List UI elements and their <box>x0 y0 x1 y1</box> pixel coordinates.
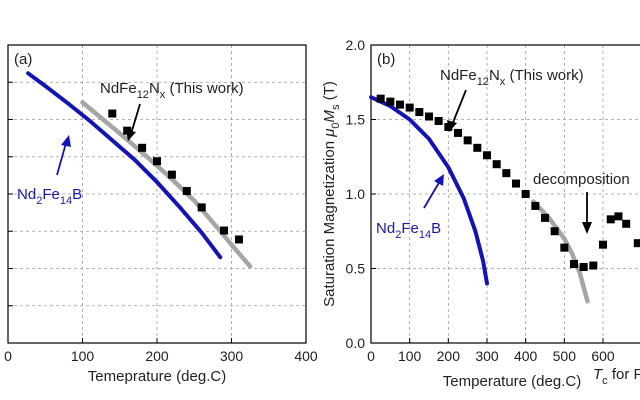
data-point-ndfe12nx-this-work <box>434 116 443 125</box>
panel-label-a: (a) <box>14 51 32 68</box>
x-tick-label: 200 <box>145 348 169 364</box>
data-point-ndfe12nx-this-work <box>405 103 414 112</box>
data-point-ndfe12nx-this-work <box>512 179 520 188</box>
data-point-ndfe12nx-this-work <box>502 169 511 178</box>
nd-arrow-a <box>56 135 71 176</box>
data-point-ndfe12nx-this-work <box>108 109 117 118</box>
x-tick-label: 0 <box>367 348 375 364</box>
x-tick-label: 100 <box>71 348 95 364</box>
x-tick-label: 100 <box>398 348 422 364</box>
data-point-ndfe12nx-this-work <box>153 157 161 166</box>
tc-label: Tc for F <box>593 366 640 387</box>
ticks-a: 0 100 200 300 400 <box>4 44 318 364</box>
ndfe-arrow-b <box>447 89 467 132</box>
panel-b: 0 100 200 300 400 500 600 0.0 0.5 1.0 1.5 2.0 (b) N… <box>321 37 640 390</box>
data-point-ndfe12nx-this-work <box>454 128 462 137</box>
data-point-ndfe12nx-this-work <box>492 160 501 169</box>
x-tick-label: 200 <box>437 348 461 364</box>
grid-b <box>371 45 640 343</box>
ndfe-arrow-a <box>126 103 141 141</box>
y-tick-label: 0.0 <box>346 335 366 351</box>
nd-label-a: Nd2Fe14B <box>17 186 82 207</box>
ndfe-label-a: NdFe12Nx (This work) <box>100 80 244 101</box>
data-point-ndfe12nx-this-work <box>386 97 395 106</box>
data-point-ndfe12nx-this-work <box>570 260 578 269</box>
data-point-ndfe12nx-this-work <box>483 151 491 160</box>
x-tick-label: 500 <box>553 348 577 364</box>
data-point-ndfe12nx-this-work <box>138 143 147 152</box>
data-point-ndfe12nx-this-work <box>376 94 385 103</box>
panel-a: 0 100 200 300 400 (a) NdFe12Nx (This work) N… <box>4 44 318 385</box>
grid-a <box>8 45 306 343</box>
data-point-ndfe12nx-this-work <box>182 187 191 196</box>
data-point-ndfe12nx-this-work <box>589 261 598 270</box>
x-tick-label: 400 <box>514 348 538 364</box>
x-tick-label: 400 <box>294 348 318 364</box>
data-point-ndfe12nx-this-work <box>463 136 472 145</box>
data-point-ndfe12nx-this-work <box>521 190 530 198</box>
ticks-b: 0 100 200 300 400 500 600 0.0 0.5 1.0 1.5 2.0 <box>346 37 615 364</box>
nd-label-b: Nd2Fe14B <box>376 220 441 241</box>
series-a <box>26 71 253 269</box>
data-point-ndfe12nx-this-work <box>614 212 623 221</box>
data-point-ndfe12nx-this-work <box>167 170 176 179</box>
panel-label-b: (b) <box>377 51 395 68</box>
y-tick-label: 2.0 <box>346 37 366 53</box>
series-line-ndfe12nx-fit <box>80 100 253 269</box>
data-point-ndfe12nx-this-work <box>541 213 549 222</box>
x-axis-label-b: Temperature (deg.C) <box>443 373 581 390</box>
data-point-ndfe12nx-this-work <box>550 227 559 236</box>
data-point-ndfe12nx-this-work <box>234 235 243 244</box>
data-point-ndfe12nx-this-work <box>473 143 482 152</box>
data-point-ndfe12nx-this-work <box>415 108 424 117</box>
y-tick-label: 1.5 <box>346 112 366 128</box>
data-point-ndfe12nx-this-work <box>599 240 607 249</box>
series-line-nd2fe14b <box>26 71 223 260</box>
x-tick-label: 600 <box>591 348 615 364</box>
data-point-ndfe12nx-this-work <box>579 263 588 272</box>
x-axis-label-a: Temeprature (deg.C) <box>88 368 226 385</box>
decomposition-label: decomposition <box>533 171 630 188</box>
data-point-ndfe12nx-this-work <box>220 226 229 235</box>
y-tick-label: 1.0 <box>346 186 366 202</box>
data-point-ndfe12nx-this-work <box>396 100 404 109</box>
series-line-nd2fe14b <box>369 95 489 286</box>
nd-arrow-b <box>423 174 444 209</box>
x-tick-label: 300 <box>475 348 499 364</box>
data-point-ndfe12nx-this-work <box>425 112 433 121</box>
data-point-ndfe12nx-this-work <box>622 219 631 228</box>
decomposition-arrow <box>582 192 592 234</box>
data-point-ndfe12nx-this-work <box>197 203 206 212</box>
series-b <box>369 94 640 304</box>
x-tick-label: 0 <box>4 348 12 364</box>
data-point-ndfe12nx-this-work <box>633 239 640 248</box>
y-axis-label-b: Saturation Magnetization μ0Ms (T) <box>321 81 342 307</box>
data-point-ndfe12nx-this-work <box>531 201 540 210</box>
y-tick-label: 0.5 <box>346 261 366 277</box>
data-point-ndfe12nx-this-work <box>606 215 615 224</box>
ndfe-label-b: NdFe12Nx (This work) <box>440 67 584 88</box>
data-point-ndfe12nx-this-work <box>560 243 569 252</box>
x-tick-label: 300 <box>220 348 244 364</box>
